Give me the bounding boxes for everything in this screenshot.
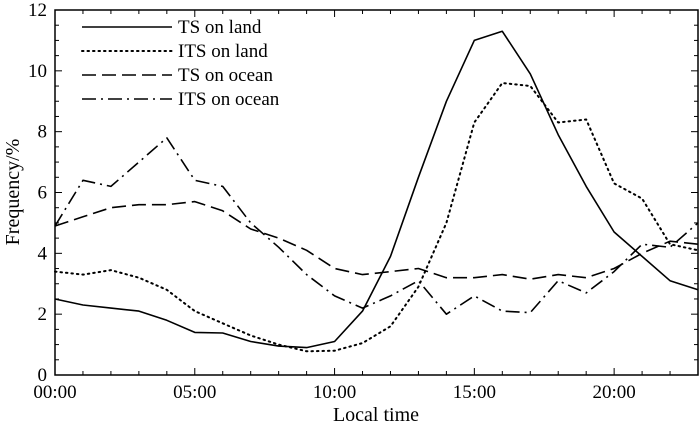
y-tick-label: 4 — [38, 243, 48, 264]
y-tick-label: 10 — [28, 61, 47, 82]
legend-label: TS on land — [178, 17, 262, 38]
x-tick-label: 10:00 — [313, 382, 356, 403]
x-tick-label: 20:00 — [592, 382, 635, 403]
plot-frame — [54, 9, 699, 376]
legend: TS on land ITS on land TS on ocean ITS on o… — [81, 17, 280, 110]
y-axis-title: Frequency/% — [2, 139, 24, 246]
series-line — [54, 82, 699, 353]
legend-label: ITS on ocean — [178, 89, 280, 110]
x-axis: 00:00 05:00 10:00 15:00 20:00 — [33, 10, 699, 403]
series-line — [54, 200, 699, 281]
legend-label: TS on ocean — [178, 65, 273, 86]
y-tick-label: 0 — [38, 365, 48, 386]
x-tick-label: 05:00 — [173, 382, 216, 403]
series-lines — [54, 30, 699, 353]
y-tick-label: 2 — [38, 304, 48, 325]
y-tick-label: 12 — [28, 0, 47, 21]
legend-label: ITS on land — [178, 41, 268, 62]
y-tick-label: 6 — [38, 183, 48, 204]
x-axis-title: Local time — [333, 404, 419, 426]
x-tick-label: 00:00 — [33, 382, 76, 403]
series-line — [54, 30, 699, 349]
y-axis: 0 2 4 6 8 10 12 — [28, 0, 698, 386]
y-tick-label: 8 — [38, 122, 48, 143]
series-line — [54, 137, 699, 316]
x-tick-label: 15:00 — [453, 382, 496, 403]
